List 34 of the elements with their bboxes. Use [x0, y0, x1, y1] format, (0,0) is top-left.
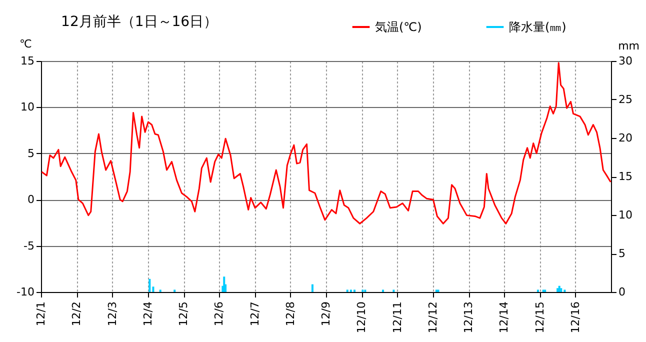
y2-tick-label: 10 — [618, 208, 632, 222]
x-tick-label: 12/14 — [498, 302, 511, 334]
y2-tick-label: 20 — [618, 132, 632, 144]
x-tick-label: 12/2 — [70, 302, 84, 326]
x-tick-label: 12/16 — [568, 302, 582, 334]
x-tick-label: 12/6 — [212, 302, 226, 326]
legend-label: 気温(℃) — [375, 20, 422, 34]
y-axis-title: ℃ — [20, 38, 32, 50]
x-tick-label: 12/10 — [355, 302, 368, 334]
legend-label: 降水量(㎜) — [509, 20, 566, 34]
x-tick-label: 12/13 — [462, 302, 475, 334]
x-tick-label: 12/7 — [248, 302, 262, 326]
y2-tick-label: 30 — [618, 54, 632, 68]
y-tick-label: -10 — [16, 286, 34, 298]
x-tick-label: 12/5 — [177, 302, 190, 326]
x-tick-label: 12/15 — [533, 302, 546, 334]
x-tick-label: 12/4 — [141, 302, 154, 326]
y-tick-label: -5 — [24, 239, 34, 252]
y2-axis-title: mm — [618, 40, 640, 52]
y2-tick-label: 5 — [618, 247, 626, 260]
y2-tick-label: 25 — [618, 93, 632, 106]
chart-title: 12月前半（1日～16日） — [61, 14, 218, 30]
x-tick-label: 12/9 — [320, 302, 332, 326]
x-tick-label: 12/12 — [426, 302, 440, 334]
x-tick-label: 12/3 — [106, 302, 119, 326]
x-tick-label: 12/8 — [284, 302, 297, 326]
y-tick-label: 10 — [20, 100, 34, 114]
x-tick-label: 12/11 — [390, 302, 404, 334]
y-tick-label: 5 — [28, 146, 34, 160]
y-tick-label: 0 — [28, 193, 34, 206]
y-tick-label: 15 — [20, 54, 34, 68]
y2-tick-label: 15 — [618, 170, 632, 183]
y2-tick-label: 0 — [618, 286, 626, 298]
x-tick-label: 12/1 — [34, 302, 48, 326]
